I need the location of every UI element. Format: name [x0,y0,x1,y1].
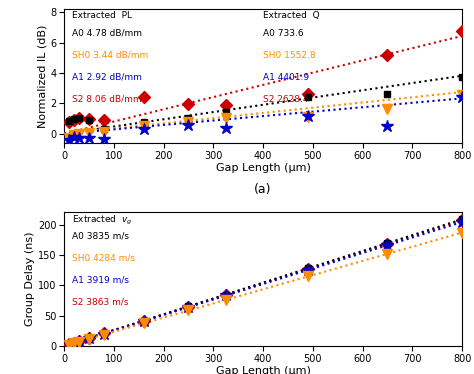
Text: S2 2628.4: S2 2628.4 [263,95,309,104]
Text: A1 2.92 dB/mm: A1 2.92 dB/mm [72,73,142,82]
Text: A1 4401.9: A1 4401.9 [263,73,309,82]
Text: SH0 3.44 dB/mm: SH0 3.44 dB/mm [72,51,148,60]
Text: A0 4.78 dB/mm: A0 4.78 dB/mm [72,29,142,38]
Text: SH0 1552.8: SH0 1552.8 [263,51,316,60]
Text: A0 733.6: A0 733.6 [263,29,304,38]
Text: S2 3863 m/s: S2 3863 m/s [72,298,128,307]
Text: Extracted  $v_g$: Extracted $v_g$ [72,214,132,227]
Y-axis label: Group Delay (ns): Group Delay (ns) [25,232,35,327]
X-axis label: Gap Length (μm): Gap Length (μm) [216,367,310,374]
Y-axis label: Normalized IL (dB): Normalized IL (dB) [37,24,47,128]
Text: S2 8.06 dB/mm: S2 8.06 dB/mm [72,95,142,104]
Text: Extracted  Q: Extracted Q [263,11,319,20]
Text: (a): (a) [255,183,272,196]
X-axis label: Gap Length (μm): Gap Length (μm) [216,163,310,173]
Text: SH0 4284 m/s: SH0 4284 m/s [72,254,135,263]
Text: A0 3835 m/s: A0 3835 m/s [72,232,129,241]
Text: A1 3919 m/s: A1 3919 m/s [72,276,129,285]
Text: Extracted  PL: Extracted PL [72,11,132,20]
